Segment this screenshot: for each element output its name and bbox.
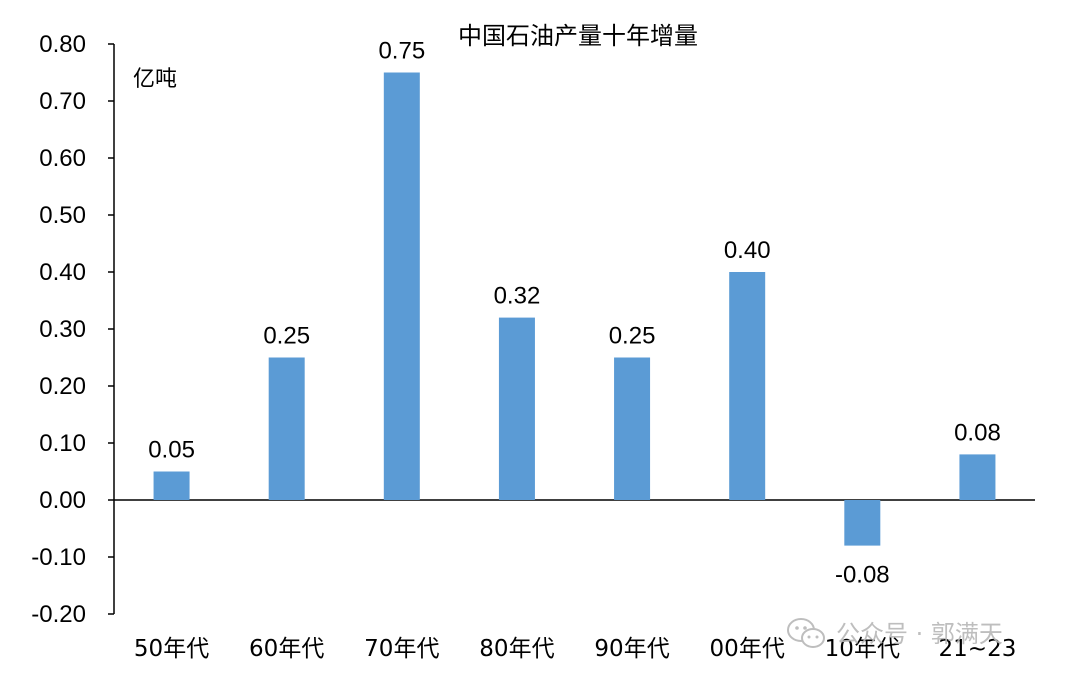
bar [959, 454, 996, 500]
data-label: 0.05 [148, 437, 195, 464]
x-axis-category-labels: 50年代 60年代 70年代 80年代 90年代 00年代 10年代 21~23 [134, 636, 1016, 662]
bar-series [153, 72, 996, 546]
x-category-label: 00年代 [710, 636, 785, 662]
data-label: 0.25 [609, 323, 656, 350]
bar [268, 357, 305, 500]
y-tick-label: 0.40 [39, 259, 86, 286]
x-category-label: 50年代 [134, 636, 209, 662]
watermark-text: 公众号 · 郭满天 [836, 620, 1003, 648]
y-axis-ticks: -0.20 -0.10 0.00 0.10 0.20 0.30 0.40 0.50 0.60 0.… [31, 31, 114, 628]
y-tick-label: 0.60 [39, 145, 86, 172]
bar [383, 72, 420, 500]
y-tick-label: 0.30 [39, 316, 86, 343]
watermark: 公众号 · 郭满天 [787, 618, 1003, 648]
y-tick-label: 0.80 [39, 31, 86, 58]
data-label: 0.25 [263, 323, 310, 350]
data-label: 0.32 [494, 283, 541, 310]
wechat-icon [787, 618, 825, 648]
data-label: 0.75 [378, 38, 425, 65]
y-tick-label: -0.20 [31, 601, 86, 628]
x-category-label: 80年代 [479, 636, 554, 662]
y-tick-label: 0.50 [39, 202, 86, 229]
bar [153, 471, 190, 500]
data-label: -0.08 [835, 562, 890, 589]
bar [614, 357, 651, 500]
y-tick-label: 0.20 [39, 373, 86, 400]
chart-title: 中国石油产量十年增量 [458, 22, 698, 50]
data-label: 0.40 [724, 237, 771, 264]
bar [729, 272, 766, 500]
bar [844, 500, 881, 546]
x-category-label: 10年代 [825, 636, 900, 662]
x-category-label: 60年代 [249, 636, 324, 662]
y-tick-label: 0.10 [39, 430, 86, 457]
y-tick-label: -0.10 [31, 544, 86, 571]
bar [498, 317, 535, 500]
y-axis-unit: 亿吨 [133, 67, 177, 92]
y-tick-label: 0.00 [39, 487, 86, 514]
data-label: 0.08 [954, 419, 1001, 446]
x-category-label: 70年代 [364, 636, 439, 662]
y-tick-label: 0.70 [39, 88, 86, 115]
x-category-label: 90年代 [594, 636, 669, 662]
data-labels: 0.05 0.25 0.75 0.32 0.25 0.40 -0.08 0.08 [148, 38, 1001, 589]
x-category-label: 21~23 [939, 636, 1017, 662]
